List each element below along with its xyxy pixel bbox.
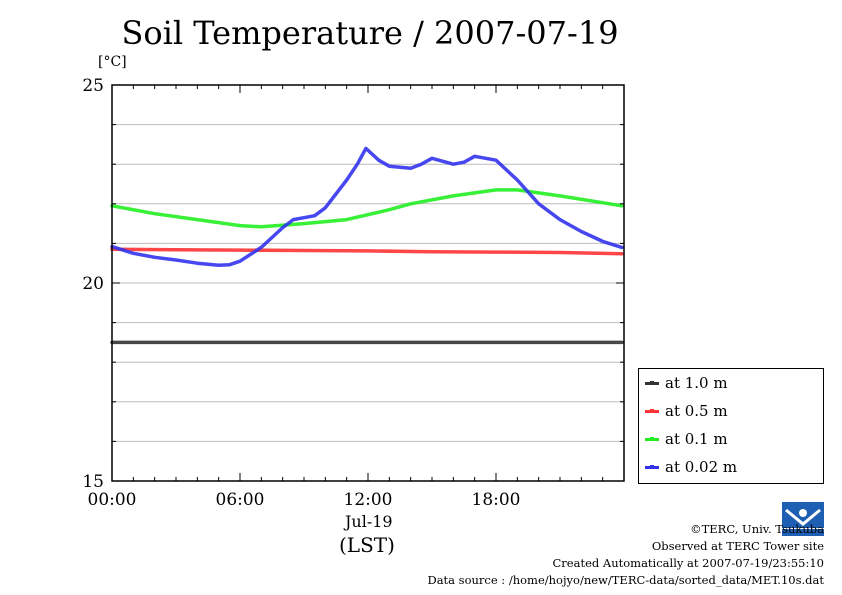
legend-swatch — [645, 436, 659, 441]
legend-label: at 1.0 m — [665, 374, 728, 392]
grid-lines — [112, 124, 624, 442]
legend-label: at 0.5 m — [665, 402, 728, 420]
x-axis-label: (LST) — [339, 533, 395, 557]
legend-label: at 0.1 m — [665, 430, 728, 448]
legend-swatch — [645, 380, 659, 385]
chart-legend: at 1.0 m at 0.5 m at 0.1 m at 0.02 m — [638, 368, 824, 484]
y-tick-label: 20 — [82, 274, 104, 294]
series-lines — [110, 146, 624, 345]
legend-label: at 0.02 m — [665, 458, 738, 476]
x-tick-label: 12:00 — [344, 490, 393, 510]
x-tick-label: 06:00 — [216, 490, 265, 510]
legend-item: at 0.02 m — [645, 457, 737, 477]
x-axis-date-label: Jul-19 — [345, 512, 393, 531]
x-tick-label: 18:00 — [472, 490, 521, 510]
x-tick-label: 00:00 — [88, 490, 137, 510]
terc-logo-icon — [782, 502, 824, 536]
y-tick-label: 25 — [82, 76, 104, 96]
source-text: Data source : /home/hojyo/new/TERC-data/… — [427, 573, 824, 587]
axis-ticks: 00:00 06:00 12:00 18:00 15 20 25 — [82, 76, 625, 510]
y-tick-label: 15 — [82, 472, 104, 492]
copyright-text: ©TERC, Univ. Tsukuba — [690, 522, 824, 536]
site-text: Observed at TERC Tower site — [651, 539, 824, 553]
credits-block: ©TERC, Univ. Tsukuba Observed at TERC To… — [427, 521, 824, 589]
y-axis-unit: [°C] — [98, 54, 127, 70]
chart-title: Soil Temperature / 2007-07-19 — [121, 14, 619, 52]
legend-item: at 1.0 m — [645, 373, 728, 393]
legend-swatch — [645, 408, 659, 413]
series-line-at-0-02-m — [110, 146, 624, 267]
legend-item: at 0.1 m — [645, 429, 728, 449]
series-line-at-0-5-m — [110, 247, 624, 256]
legend-swatch — [645, 464, 659, 469]
created-text: Created Automatically at 2007-07-19/23:5… — [552, 556, 825, 570]
series-line-at-0-1-m — [110, 188, 624, 229]
legend-item: at 0.5 m — [645, 401, 728, 421]
